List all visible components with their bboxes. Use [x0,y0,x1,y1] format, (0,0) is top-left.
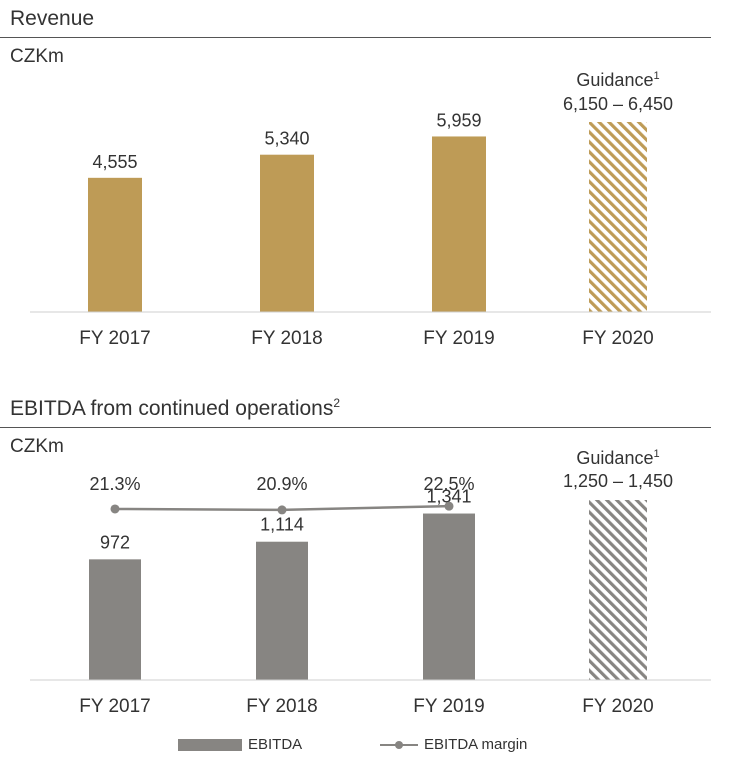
revenue-bar [260,154,314,312]
ebitda-guidance-range: 1,250 – 1,450 [563,471,673,491]
revenue-chart: 4,555 FY 2017 5,340 FY 2018 5,959 FY 2019 Guid… [30,70,711,349]
ebitda-title-text: EBITDA from continued operations [10,397,334,420]
ebitda-category-label: FY 2019 [413,696,484,717]
revenue-title: Revenue [10,6,94,31]
ebitda-margin-point [277,505,287,515]
revenue-value-label: 5,959 [436,110,481,130]
revenue-value-label: 4,555 [92,152,137,172]
revenue-guidance-label: Guidance1 [576,70,659,90]
revenue-bar [88,177,142,312]
ebitda-margin-point [444,501,454,511]
revenue-guidance-range: 6,150 – 6,450 [563,94,673,114]
revenue-title-rule [0,37,711,38]
ebitda-bar [89,559,141,680]
revenue-bar [432,136,486,312]
legend-label-ebitda-margin: EBITDA margin [424,736,528,753]
legend-item-ebitda-margin: EBITDA margin [380,736,527,753]
legend: EBITDA EBITDA margin [0,736,735,758]
legend-swatch-ebitda [178,738,242,751]
revenue-category-label: FY 2019 [423,328,494,349]
legend-swatch-ebitda-margin [380,739,418,751]
ebitda-category-label: FY 2017 [79,696,150,717]
ebitda-category-label: FY 2020 [582,696,653,717]
ebitda-chart: 972 FY 2017 1,114 FY 2018 1,341 FY 2019 Guidan… [30,448,711,717]
revenue-guidance-bar [589,122,647,312]
legend-label-ebitda: EBITDA [248,736,303,753]
ebitda-value-label: 1,341 [426,487,471,507]
ebitda-guidance-bar [589,500,647,680]
ebitda-title-rule [0,427,711,428]
ebitda-title-sup: 2 [333,396,341,410]
ebitda-guidance-label: Guidance1 [576,448,659,468]
ebitda-margin-point [110,504,120,514]
legend-item-ebitda: EBITDA [178,736,302,753]
revenue-category-label: FY 2017 [79,328,150,349]
revenue-value-label: 5,340 [264,129,309,149]
revenue-title-text: Revenue [10,7,95,30]
ebitda-title: EBITDA from continued operations2 [10,396,340,421]
revenue-category-label: FY 2018 [251,328,322,349]
revenue-unit-label: CZKm [10,46,64,67]
ebitda-category-label: FY 2018 [246,696,317,717]
ebitda-margin-label: 20.9% [256,474,307,494]
ebitda-margin-label: 22.5% [423,474,474,494]
ebitda-bar [256,541,308,680]
ebitda-value-label: 1,114 [260,515,304,535]
ebitda-margin-label: 21.3% [89,474,140,494]
ebitda-value-label: 972 [100,532,130,552]
revenue-category-label: FY 2020 [582,328,653,349]
ebitda-unit-label: CZKm [10,436,64,457]
ebitda-bar [423,513,475,680]
